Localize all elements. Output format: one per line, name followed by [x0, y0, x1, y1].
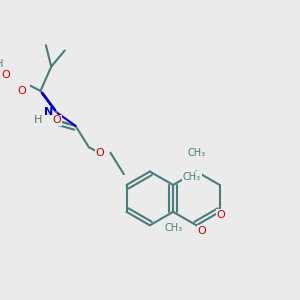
Text: CH₃: CH₃: [183, 172, 201, 182]
Text: O: O: [95, 148, 104, 158]
Text: O: O: [1, 70, 10, 80]
Text: O: O: [17, 86, 26, 96]
Text: O: O: [52, 116, 61, 125]
Text: H: H: [0, 59, 4, 69]
Text: O: O: [197, 226, 206, 236]
Text: CH₃: CH₃: [188, 148, 206, 158]
Text: O: O: [217, 209, 225, 220]
Text: CH₃: CH₃: [164, 223, 182, 233]
Text: N: N: [44, 107, 53, 117]
Text: H: H: [34, 116, 42, 125]
